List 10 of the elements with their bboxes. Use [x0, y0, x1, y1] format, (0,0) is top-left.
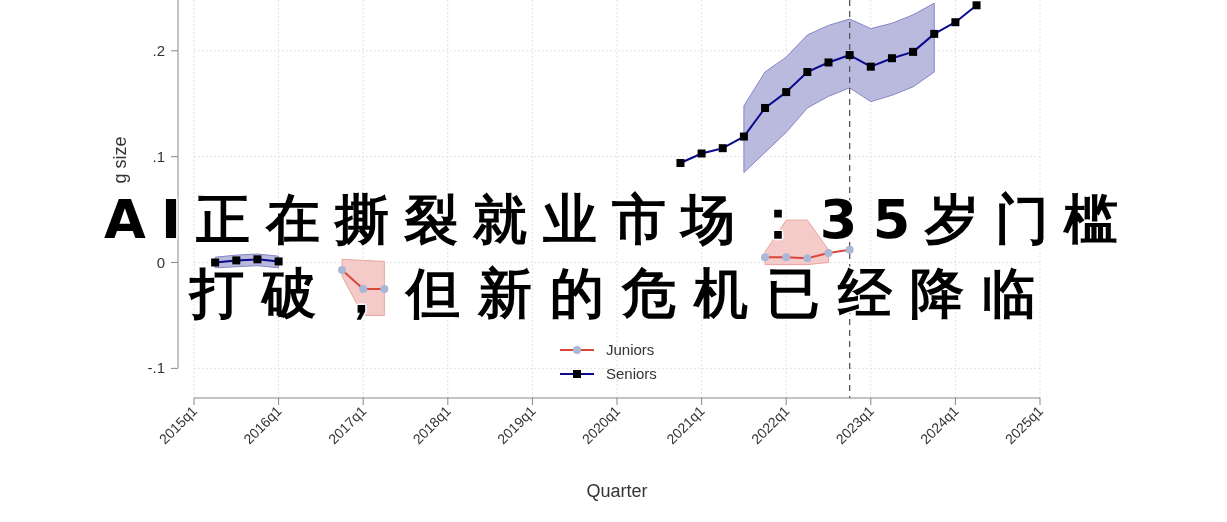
- text: 打破，但新的危机已经降临: [188, 262, 1036, 325]
- y-tick-label: 0: [156, 253, 165, 271]
- y-tick-label: .1: [152, 147, 165, 165]
- y-axis-title: g size: [110, 136, 130, 184]
- text: AI正在撕裂就业市场：35岁门槛: [104, 188, 1118, 251]
- y-tick-label: -.1: [147, 359, 165, 377]
- x-axis-title: Quarter: [586, 481, 648, 501]
- legend-label: Juniors: [606, 341, 655, 358]
- y-tick-label: .2: [152, 41, 165, 59]
- legend-label: Seniors: [606, 365, 657, 382]
